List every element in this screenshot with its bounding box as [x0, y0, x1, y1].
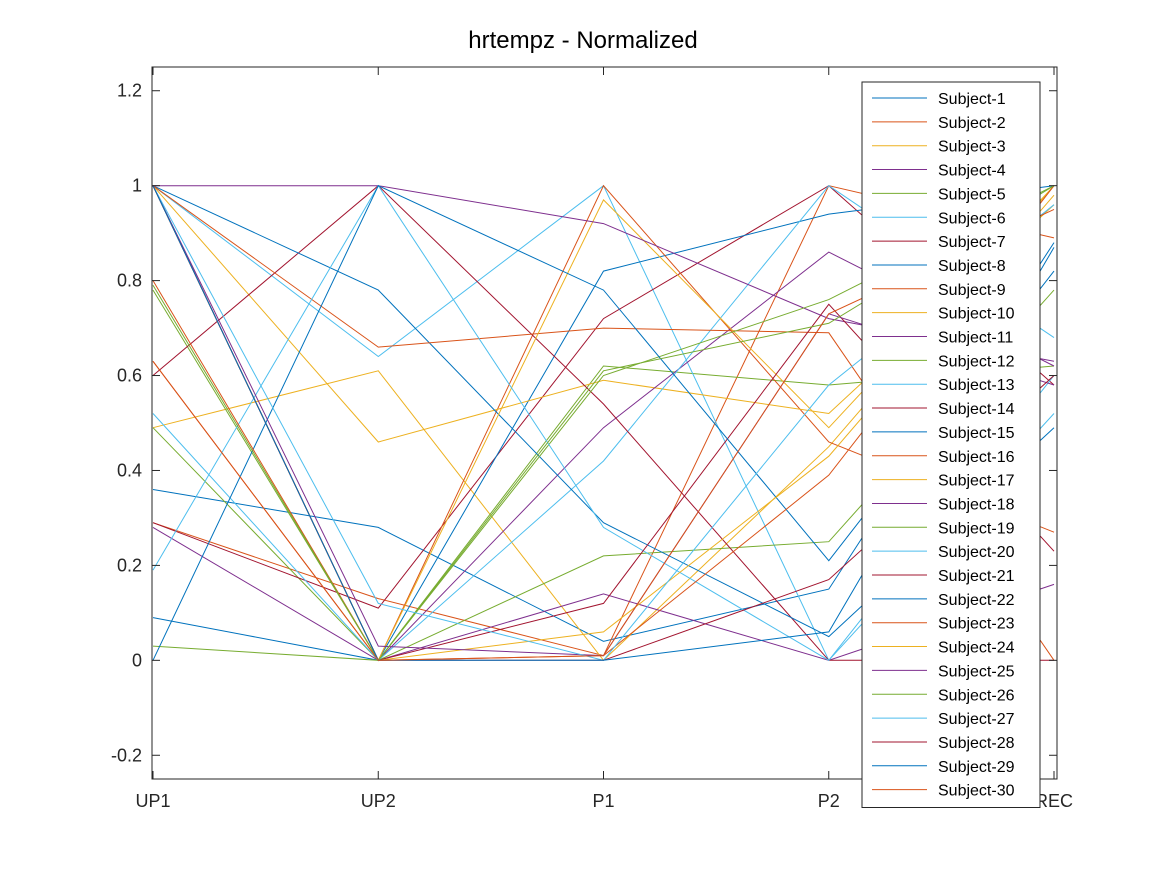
legend-label: Subject-8: [938, 258, 1006, 275]
y-tick-label: 0.2: [117, 555, 142, 575]
legend-entry[interactable]: Subject-24: [872, 640, 1015, 657]
legend-label: Subject-9: [938, 282, 1006, 299]
legend-entry[interactable]: Subject-26: [872, 687, 1015, 704]
legend[interactable]: Subject-1 Subject-2 Subject-3 Subject-4 Subj…: [861, 81, 1041, 808]
legend-label: Subject-1: [938, 91, 1006, 108]
legend-label: Subject-20: [938, 544, 1015, 561]
y-tick-label: 0.4: [117, 460, 142, 480]
y-tick-label: 1.2: [117, 81, 142, 101]
legend-label: Subject-25: [938, 663, 1015, 680]
legend-entry[interactable]: Subject-29: [872, 759, 1015, 776]
legend-label: Subject-10: [938, 306, 1015, 323]
legend-box: [861, 81, 1041, 808]
legend-entry[interactable]: Subject-2: [872, 115, 1006, 132]
legend-entry[interactable]: Subject-14: [872, 401, 1015, 418]
legend-label: Subject-12: [938, 353, 1015, 370]
legend-entry[interactable]: Subject-12: [872, 353, 1015, 370]
legend-entry[interactable]: Subject-19: [872, 520, 1015, 537]
legend-entry[interactable]: Subject-28: [872, 735, 1015, 752]
legend-label: Subject-16: [938, 449, 1015, 466]
y-axis: -0.2 0 0.2 0.4 0.6 0.8 1 1.2: [111, 81, 1057, 765]
legend-label: Subject-26: [938, 687, 1015, 704]
legend-entry[interactable]: Subject-27: [872, 711, 1015, 728]
y-tick-label: 0: [132, 650, 142, 670]
plot-area-border: [151, 66, 1058, 780]
legend-entry[interactable]: Subject-3: [872, 139, 1006, 156]
legend-label: Subject-4: [938, 163, 1006, 180]
x-tick-label: P2: [818, 791, 840, 811]
legend-label: Subject-11: [938, 330, 1013, 347]
legend-label: Subject-3: [938, 139, 1006, 156]
legend-entry[interactable]: Subject-9: [872, 282, 1006, 299]
legend-label: Subject-29: [938, 759, 1015, 776]
x-axis: UP1 UP2 P1 P2 REC: [135, 67, 1073, 811]
legend-label: Subject-18: [938, 496, 1015, 513]
legend-entry[interactable]: Subject-18: [872, 496, 1015, 513]
legend-entry[interactable]: Subject-8: [872, 258, 1006, 275]
legend-entry[interactable]: Subject-23: [872, 616, 1015, 633]
legend-label: Subject-2: [938, 115, 1006, 132]
chart-title: hrtempz - Normalized: [468, 27, 697, 54]
y-tick-label: 0.8: [117, 271, 142, 291]
legend-label: Subject-17: [938, 473, 1015, 490]
legend-entry[interactable]: Subject-20: [872, 544, 1015, 561]
y-tick-label: -0.2: [111, 745, 142, 765]
legend-entry[interactable]: Subject-17: [872, 473, 1015, 490]
legend-label: Subject-19: [938, 520, 1015, 537]
legend-entry[interactable]: Subject-5: [872, 186, 1006, 203]
x-tick-label: UP1: [135, 791, 170, 811]
legend-label: Subject-6: [938, 210, 1006, 227]
x-tick-label: UP2: [361, 791, 396, 811]
legend-entry[interactable]: Subject-16: [872, 449, 1015, 466]
legend-label: Subject-13: [938, 377, 1015, 394]
y-tick-label: 1: [132, 176, 142, 196]
legend-entry[interactable]: Subject-25: [872, 663, 1015, 680]
legend-label: Subject-15: [938, 425, 1015, 442]
legend-entry[interactable]: Subject-30: [872, 783, 1015, 800]
legend-label: Subject-24: [938, 640, 1015, 657]
legend-label: Subject-27: [938, 711, 1015, 728]
x-tick-label: REC: [1035, 791, 1073, 811]
x-tick-label: P1: [592, 791, 614, 811]
legend-entry[interactable]: Subject-4: [872, 163, 1006, 180]
legend-label: Subject-5: [938, 186, 1006, 203]
legend-label: Subject-28: [938, 735, 1015, 752]
legend-label: Subject-30: [938, 783, 1015, 800]
legend-label: Subject-22: [938, 592, 1015, 609]
legend-entry[interactable]: Subject-15: [872, 425, 1015, 442]
legend-entry[interactable]: Subject-1: [872, 91, 1006, 108]
legend-entry[interactable]: Subject-10: [872, 306, 1015, 323]
legend-label: Subject-14: [938, 401, 1015, 418]
legend-label: Subject-7: [938, 234, 1006, 251]
legend-entry[interactable]: Subject-21: [872, 568, 1015, 585]
legend-label: Subject-23: [938, 616, 1015, 633]
legend-label: Subject-21: [938, 568, 1015, 585]
y-tick-label: 0.6: [117, 366, 142, 386]
legend-entry[interactable]: Subject-6: [872, 210, 1006, 227]
legend-entry[interactable]: Subject-11: [872, 330, 1013, 347]
legend-entry[interactable]: Subject-7: [872, 234, 1006, 251]
legend-entry[interactable]: Subject-13: [872, 377, 1015, 394]
legend-entry[interactable]: Subject-22: [872, 592, 1015, 609]
